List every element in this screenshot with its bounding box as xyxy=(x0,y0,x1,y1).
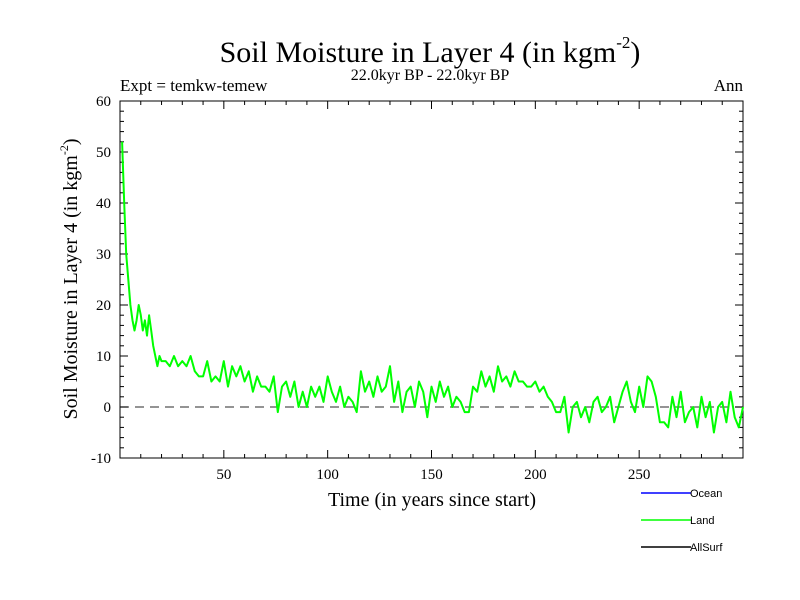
y-axis-label: Soil Moisture in Layer 4 (in kgm-2) xyxy=(57,138,82,419)
season-label: Ann xyxy=(714,76,744,95)
x-axis-label: Time (in years since start) xyxy=(328,489,536,511)
y-tick-label: 60 xyxy=(96,94,111,110)
legend-label-allsurf: AllSurf xyxy=(690,542,723,554)
experiment-label: Expt = temkw-temew xyxy=(120,76,268,95)
legend-label-land: Land xyxy=(690,515,714,527)
legend-label-ocean: Ocean xyxy=(690,488,722,500)
y-tick-label: -10 xyxy=(91,451,111,467)
x-tick-label: 250 xyxy=(628,467,651,483)
plot-area: 50 100 150 200 250 -10 0 10 20 30 40 50 60 xyxy=(91,94,744,483)
chart-title: Soil Moisture in Layer 4 (in kgm-2) xyxy=(220,33,641,69)
x-tick-label: 150 xyxy=(420,467,443,483)
series-line-land xyxy=(121,141,744,434)
y-tick-label: 20 xyxy=(96,298,111,314)
x-tick-label: 100 xyxy=(316,467,339,483)
y-tick-label: 50 xyxy=(96,145,111,161)
chart-subtitle: 22.0kyr BP - 22.0kyr BP xyxy=(351,67,510,84)
y-tick-label: 40 xyxy=(96,196,111,212)
x-tick-label: 200 xyxy=(524,467,547,483)
legend: Ocean Land AllSurf xyxy=(641,488,723,554)
y-tick-label: 10 xyxy=(96,349,111,365)
plot-frame xyxy=(119,100,744,459)
y-tick-label: 30 xyxy=(96,247,111,263)
x-tick-label: 50 xyxy=(216,467,231,483)
y-tick-label: 0 xyxy=(104,400,112,416)
